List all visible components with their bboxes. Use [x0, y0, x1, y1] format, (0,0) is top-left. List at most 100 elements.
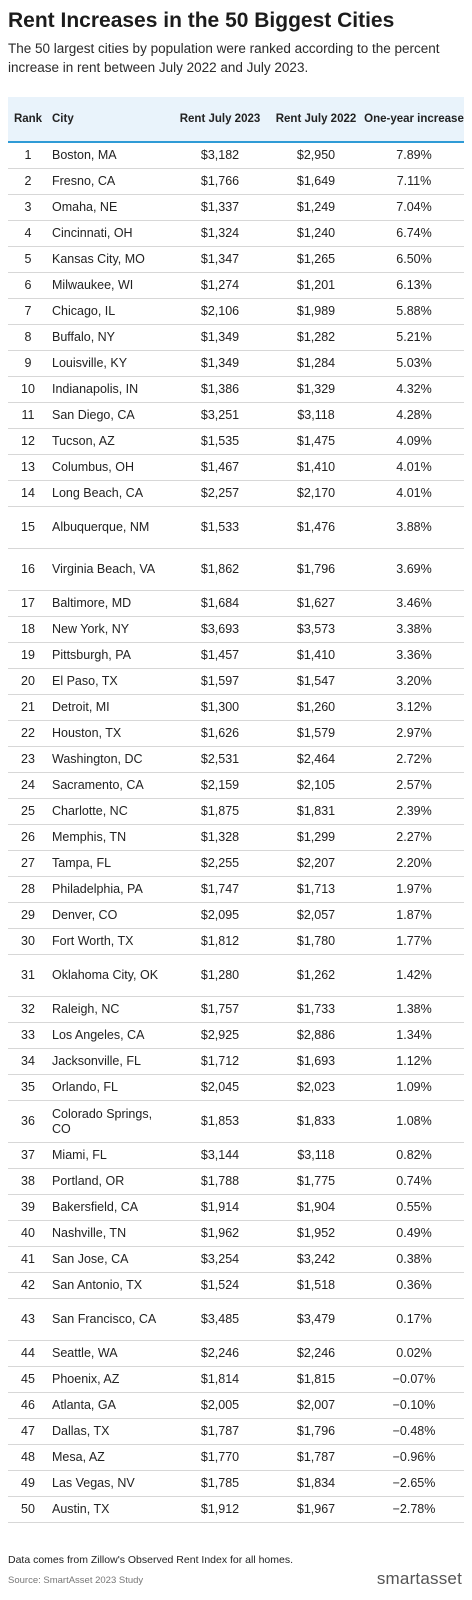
rank-cell: 13: [8, 454, 48, 481]
city-cell: Nashville, TN: [48, 1220, 172, 1247]
rent-2022-cell: $1,831: [268, 798, 364, 825]
rent-2022-cell: $1,249: [268, 194, 364, 221]
rent-2022-cell: $3,118: [268, 1142, 364, 1169]
table-row: 48 Mesa, AZ $1,770 $1,787 −0.96%: [8, 1444, 464, 1471]
table-row: 31 Oklahoma City, OK $1,280 $1,262 1.42%: [8, 954, 464, 997]
rent-2023-cell: $2,159: [172, 772, 268, 799]
rent-2023-cell: $1,349: [172, 324, 268, 351]
rent-2022-cell: $2,886: [268, 1022, 364, 1049]
city-cell: Washington, DC: [48, 746, 172, 773]
rent-2022-cell: $1,201: [268, 272, 364, 299]
rank-cell: 3: [8, 194, 48, 221]
rank-cell: 27: [8, 850, 48, 877]
rent-2022-cell: $1,329: [268, 376, 364, 403]
increase-cell: 1.42%: [364, 954, 464, 997]
city-cell: Buffalo, NY: [48, 324, 172, 351]
city-cell: Los Angeles, CA: [48, 1022, 172, 1049]
rent-2023-cell: $3,182: [172, 142, 268, 169]
city-cell: New York, NY: [48, 616, 172, 643]
rent-2022-cell: $1,410: [268, 454, 364, 481]
rent-2022-cell: $1,282: [268, 324, 364, 351]
city-cell: Sacramento, CA: [48, 772, 172, 799]
table-row: 18 New York, NY $3,693 $3,573 3.38%: [8, 616, 464, 643]
rank-cell: 46: [8, 1392, 48, 1419]
increase-cell: −0.96%: [364, 1444, 464, 1471]
header-rank: Rank: [8, 97, 48, 143]
rent-2022-cell: $1,260: [268, 694, 364, 721]
rent-2023-cell: $1,914: [172, 1194, 268, 1221]
rank-cell: 50: [8, 1496, 48, 1523]
rent-2022-cell: $1,989: [268, 298, 364, 325]
rent-2022-cell: $3,118: [268, 402, 364, 429]
rent-2023-cell: $2,255: [172, 850, 268, 877]
table-row: 7 Chicago, IL $2,106 $1,989 5.88%: [8, 298, 464, 325]
table-row: 43 San Francisco, CA $3,485 $3,479 0.17%: [8, 1298, 464, 1341]
rent-2022-cell: $1,796: [268, 1418, 364, 1445]
table-row: 44 Seattle, WA $2,246 $2,246 0.02%: [8, 1340, 464, 1367]
increase-cell: 2.27%: [364, 824, 464, 851]
rent-2023-cell: $1,812: [172, 928, 268, 955]
rank-cell: 16: [8, 548, 48, 591]
rank-cell: 30: [8, 928, 48, 955]
table-row: 12 Tucson, AZ $1,535 $1,475 4.09%: [8, 428, 464, 455]
increase-cell: 3.46%: [364, 590, 464, 617]
table-row: 19 Pittsburgh, PA $1,457 $1,410 3.36%: [8, 642, 464, 669]
rent-2023-cell: $2,106: [172, 298, 268, 325]
rent-2022-cell: $1,299: [268, 824, 364, 851]
header-row: Rank City Rent July 2023 Rent July 2022 One-…: [8, 97, 464, 143]
city-cell: San Jose, CA: [48, 1246, 172, 1273]
rank-cell: 32: [8, 996, 48, 1023]
table-row: 20 El Paso, TX $1,597 $1,547 3.20%: [8, 668, 464, 695]
table-row: 32 Raleigh, NC $1,757 $1,733 1.38%: [8, 996, 464, 1023]
table-row: 1 Boston, MA $3,182 $2,950 7.89%: [8, 142, 464, 169]
rent-2023-cell: $1,747: [172, 876, 268, 903]
rent-2023-cell: $1,875: [172, 798, 268, 825]
table-row: 38 Portland, OR $1,788 $1,775 0.74%: [8, 1168, 464, 1195]
rent-2022-cell: $2,170: [268, 480, 364, 507]
rank-cell: 9: [8, 350, 48, 377]
city-cell: Portland, OR: [48, 1168, 172, 1195]
rent-2023-cell: $1,347: [172, 246, 268, 273]
rent-2023-cell: $2,531: [172, 746, 268, 773]
rank-cell: 14: [8, 480, 48, 507]
rent-2022-cell: $2,464: [268, 746, 364, 773]
rank-cell: 45: [8, 1366, 48, 1393]
rent-2023-cell: $1,533: [172, 506, 268, 549]
increase-cell: −0.07%: [364, 1366, 464, 1393]
rent-2023-cell: $3,254: [172, 1246, 268, 1273]
increase-cell: 6.50%: [364, 246, 464, 273]
city-cell: San Diego, CA: [48, 402, 172, 429]
rent-2022-cell: $1,284: [268, 350, 364, 377]
increase-cell: 0.17%: [364, 1298, 464, 1341]
increase-cell: 5.21%: [364, 324, 464, 351]
city-cell: Las Vegas, NV: [48, 1470, 172, 1497]
rent-2023-cell: $2,005: [172, 1392, 268, 1419]
city-cell: San Antonio, TX: [48, 1272, 172, 1299]
rent-2023-cell: $3,144: [172, 1142, 268, 1169]
rank-cell: 18: [8, 616, 48, 643]
increase-cell: 1.09%: [364, 1074, 464, 1101]
increase-cell: 2.39%: [364, 798, 464, 825]
city-cell: Tucson, AZ: [48, 428, 172, 455]
city-cell: Louisville, KY: [48, 350, 172, 377]
city-cell: Austin, TX: [48, 1496, 172, 1523]
rank-cell: 5: [8, 246, 48, 273]
rent-2023-cell: $1,814: [172, 1366, 268, 1393]
table-row: 35 Orlando, FL $2,045 $2,023 1.09%: [8, 1074, 464, 1101]
city-cell: Fort Worth, TX: [48, 928, 172, 955]
rent-2022-cell: $1,627: [268, 590, 364, 617]
rent-2023-cell: $3,251: [172, 402, 268, 429]
rent-2023-cell: $1,535: [172, 428, 268, 455]
rent-2022-cell: $1,693: [268, 1048, 364, 1075]
rank-cell: 15: [8, 506, 48, 549]
rank-cell: 21: [8, 694, 48, 721]
city-cell: Baltimore, MD: [48, 590, 172, 617]
increase-cell: 4.28%: [364, 402, 464, 429]
rent-2022-cell: $3,242: [268, 1246, 364, 1273]
table-row: 21 Detroit, MI $1,300 $1,260 3.12%: [8, 694, 464, 721]
increase-cell: 6.74%: [364, 220, 464, 247]
increase-cell: 0.49%: [364, 1220, 464, 1247]
rent-2023-cell: $1,337: [172, 194, 268, 221]
rank-cell: 41: [8, 1246, 48, 1273]
increase-cell: 0.82%: [364, 1142, 464, 1169]
